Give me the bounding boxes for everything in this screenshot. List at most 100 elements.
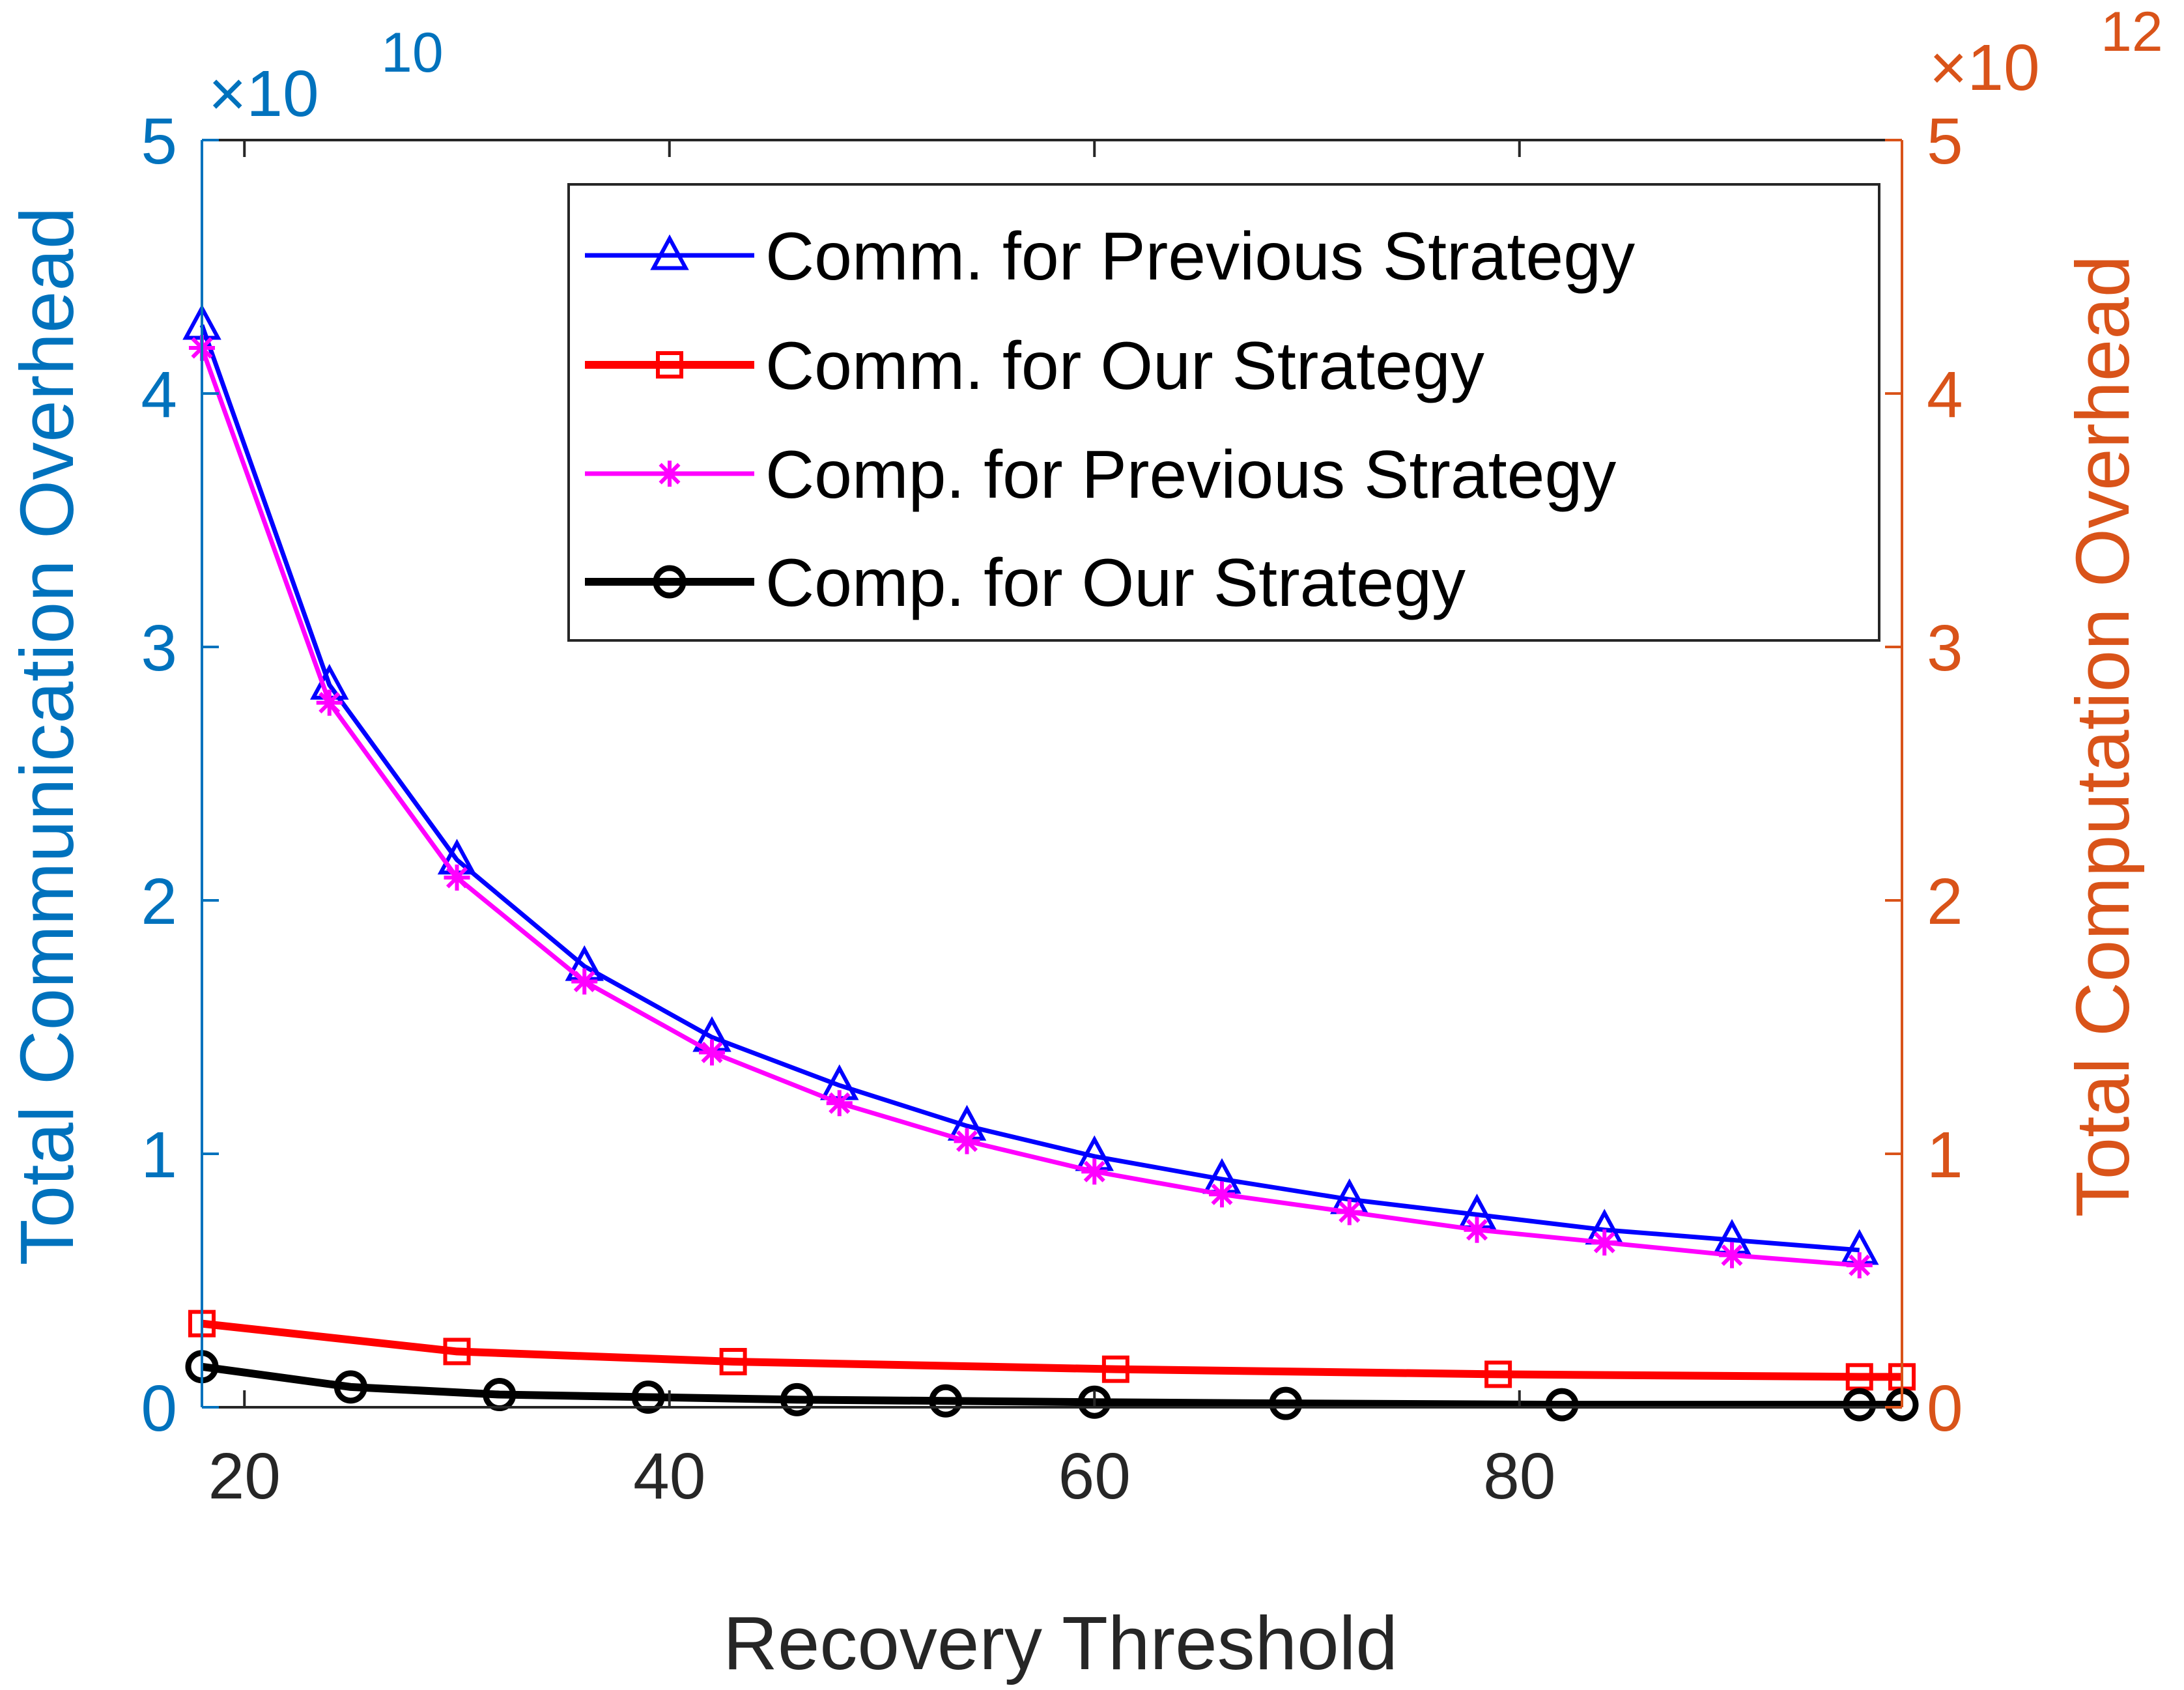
asterisk-stroke: [1339, 1201, 1361, 1223]
y-left-tick-label: 2: [141, 865, 177, 938]
square-marker-shape: [656, 351, 683, 379]
triangle-marker-shape: [650, 234, 689, 270]
asterisk-stroke: [446, 866, 468, 889]
asterisk-stroke: [573, 970, 595, 993]
x-axis-title: Recovery Threshold: [723, 1601, 1398, 1685]
asterisk-stroke: [829, 1092, 851, 1114]
series-3: [189, 334, 1873, 1279]
data-point: [1269, 1386, 1303, 1420]
data-point: [1077, 1385, 1111, 1419]
circle-marker-shape: [929, 1384, 963, 1418]
square-marker-shape: [443, 1338, 471, 1366]
series-line: [201, 1362, 1902, 1409]
asterisk-stroke: [956, 1130, 978, 1153]
asterisk-stroke: [659, 463, 681, 485]
legend-entry: Comm. for Our Strategy: [585, 328, 1484, 404]
y-right-tick-label: 3: [1927, 612, 1963, 685]
data-point: [826, 1090, 853, 1117]
square-marker-shape: [719, 1347, 747, 1375]
x-tick-label: 20: [208, 1440, 281, 1513]
y-left-tick-label: 0: [141, 1372, 177, 1445]
circle-marker-shape: [1077, 1385, 1111, 1419]
left-exponent-power: 10: [381, 21, 444, 84]
y-left-tick-label: 5: [141, 105, 177, 178]
right-exponent-label: ×10 12: [1929, 1, 2163, 104]
square-marker-shape: [1101, 1355, 1129, 1383]
data-point: [1101, 1355, 1129, 1383]
legend-label: Comp. for Previous Strategy: [765, 437, 1616, 513]
plot-area: [182, 304, 1919, 1422]
y-right-tick-label: 5: [1927, 105, 1963, 178]
legend: Comm. for Previous Strategy Comm. for Our…: [567, 183, 1880, 642]
y-left-tick-label: 1: [141, 1119, 177, 1192]
circle-marker-shape: [1843, 1388, 1877, 1422]
data-point: [780, 1382, 814, 1416]
data-point: [1484, 1360, 1512, 1388]
right-exponent-power: 12: [2101, 1, 2163, 63]
asterisk-stroke: [701, 1041, 723, 1063]
data-point: [1464, 1216, 1490, 1243]
legend-marker: [656, 351, 683, 379]
data-point: [699, 1039, 725, 1066]
legend-entry: Comm. for Previous Strategy: [585, 219, 1635, 294]
circle-marker-shape: [1269, 1386, 1303, 1420]
ticks-layer: 20 40 60 80 0 1 2 3 4 5 0 1 2 3 4 5: [141, 105, 1963, 1513]
series-line: [199, 324, 1860, 1253]
asterisk-stroke: [1593, 1231, 1615, 1253]
data-point: [316, 689, 343, 716]
left-exponent-base: ×10: [208, 57, 319, 130]
legend-label: Comm. for Our Strategy: [765, 328, 1484, 404]
y-right-axis-title: Total Computation Overhead: [2060, 255, 2145, 1218]
left-exponent-label: ×10 10: [208, 21, 444, 130]
data-point: [954, 1128, 980, 1154]
data-point: [333, 1370, 367, 1404]
axes-layer: 20 40 60 80 0 1 2 3 4 5 0 1 2 3 4 5: [141, 105, 1963, 1513]
circle-marker-shape: [1545, 1388, 1579, 1422]
y-left-axis-title: Total Communication Overhead: [5, 207, 89, 1266]
data-point: [631, 1380, 665, 1414]
legend-label: Comm. for Previous Strategy: [765, 219, 1635, 294]
asterisk-stroke: [319, 692, 341, 714]
y-right-tick-label: 2: [1927, 865, 1963, 938]
series-line: [201, 1319, 1902, 1381]
legend-marker: [653, 565, 687, 599]
circle-marker-shape: [631, 1380, 665, 1414]
right-exponent-base: ×10: [1929, 31, 2040, 104]
series-layer: [182, 304, 1919, 1422]
legend-entry: Comp. for Our Strategy: [585, 545, 1466, 621]
data-point: [1719, 1242, 1745, 1268]
legend-label: Comp. for Our Strategy: [765, 545, 1466, 621]
series-line: [199, 347, 1860, 1268]
y-left-tick-label: 3: [141, 612, 177, 685]
asterisk-stroke: [1466, 1219, 1488, 1241]
data-point: [929, 1384, 963, 1418]
x-tick-label: 40: [633, 1440, 705, 1513]
y-left-tick-label: 4: [141, 358, 177, 431]
legend-entry: Comp. for Previous Strategy: [585, 437, 1616, 513]
y-right-tick-label: 1: [1927, 1119, 1963, 1192]
data-point: [1545, 1388, 1579, 1422]
legend-box: [567, 183, 1880, 642]
legend-marker: [650, 234, 689, 270]
data-point: [444, 864, 470, 891]
legend-marker: [657, 461, 683, 487]
data-point: [1846, 1252, 1873, 1279]
circle-marker-shape: [653, 565, 687, 599]
asterisk-stroke: [1721, 1244, 1743, 1267]
square-marker-shape: [1484, 1360, 1512, 1388]
y-right-tick-label: 4: [1927, 358, 1963, 431]
legend-entries: Comm. for Previous Strategy Comm. for Our…: [585, 219, 1635, 621]
data-point: [571, 968, 598, 995]
y-right-tick-label: 0: [1927, 1372, 1963, 1445]
asterisk-stroke: [1083, 1160, 1105, 1182]
asterisk-stroke: [1211, 1183, 1233, 1205]
data-point: [1843, 1388, 1877, 1422]
data-point: [1209, 1181, 1235, 1208]
x-tick-label: 80: [1483, 1440, 1555, 1513]
data-point: [1081, 1158, 1108, 1185]
x-tick-label: 60: [1058, 1440, 1131, 1513]
data-point: [1591, 1229, 1618, 1256]
circle-marker-shape: [333, 1370, 367, 1404]
data-point: [443, 1338, 471, 1366]
